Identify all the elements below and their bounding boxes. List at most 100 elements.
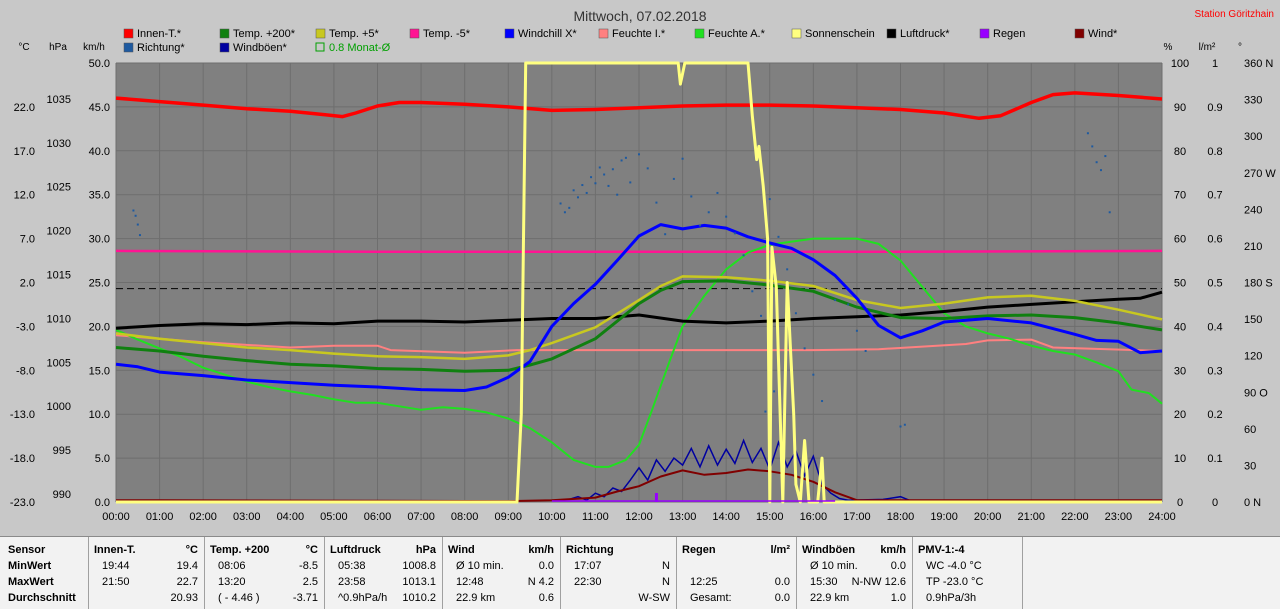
celsius-tick-label: -18.0 xyxy=(10,453,35,465)
stats-cell-value: 1010.2 xyxy=(402,592,436,604)
hpa-tick-label: 1010 xyxy=(47,313,71,325)
stats-cell-time: 12:25 xyxy=(690,576,718,588)
stats-cell-time: 22.9 km xyxy=(456,592,496,604)
series-feuchte_i xyxy=(115,334,1163,354)
direction-point xyxy=(616,193,619,196)
legend-swatch xyxy=(219,42,230,53)
legend-label: Feuchte I.* xyxy=(612,28,666,40)
stats-cell-value: N-NW 12.6 xyxy=(851,576,906,588)
direction-point xyxy=(707,211,710,214)
percent-tick-label: 90 xyxy=(1174,102,1186,114)
lm2-tick-label: 0.5 xyxy=(1207,278,1222,290)
stats-col-unit: km/h xyxy=(528,544,554,556)
celsius-tick-label: 17.0 xyxy=(14,146,35,158)
series-windboeen xyxy=(569,438,1093,502)
percent-tick-label: 30 xyxy=(1174,365,1186,377)
degree-tick-label: 30 xyxy=(1244,460,1256,472)
direction-point xyxy=(563,211,566,214)
legend-label: Innen-T.* xyxy=(137,28,182,40)
row-header-average: Durchschnitt xyxy=(8,592,76,604)
axis-unit-labels: °C hPa km/h % l/m² ° xyxy=(18,42,1242,53)
percent-tick-label: 10 xyxy=(1174,453,1186,465)
direction-point xyxy=(624,156,627,159)
stats-cell-time: 0.9hPa/3h xyxy=(926,592,977,604)
stats-cell-value: N xyxy=(662,576,670,588)
direction-point xyxy=(821,400,824,403)
stats-col-head: Wind xyxy=(448,544,475,556)
stats-cell-value: 0.0 xyxy=(774,576,790,588)
series-layer xyxy=(115,61,1163,504)
stats-cell-time: 22:30 xyxy=(574,576,602,588)
x-tick-label: 24:00 xyxy=(1148,511,1176,523)
stats-row-headers: Sensor MinWert MaxWert Durchschnitt xyxy=(0,537,89,609)
direction-point xyxy=(899,425,902,428)
x-tick-label: 10:00 xyxy=(538,511,566,523)
legend-swatch xyxy=(315,42,325,52)
direction-point xyxy=(903,423,906,426)
legend-label: Windchill X* xyxy=(518,28,577,40)
series-temp200 xyxy=(115,279,1163,373)
stats-col-head: Innen-T. xyxy=(94,544,136,556)
stats-col-head: Richtung xyxy=(566,544,614,556)
direction-point xyxy=(1095,161,1098,164)
celsius-tick-label: -13.0 xyxy=(10,409,35,421)
direction-point xyxy=(638,153,640,156)
kmh-tick-label: 30.0 xyxy=(89,234,110,246)
stats-cell-value: W-SW xyxy=(638,592,670,604)
lm2-tick-label: 0.3 xyxy=(1207,365,1222,377)
lm2-tick-label: 0 xyxy=(1212,497,1218,509)
unit-celsius: °C xyxy=(18,42,29,53)
degree-tick-label: 210 xyxy=(1244,241,1262,253)
legend-label: 0.8 Monat-Ø xyxy=(329,42,391,54)
x-tick-label: 05:00 xyxy=(320,511,348,523)
celsius-tick-label: 12.0 xyxy=(14,190,35,202)
direction-point xyxy=(777,235,780,238)
legend-label: Temp. -5* xyxy=(423,28,471,40)
kmh-tick-label: 0.0 xyxy=(95,497,110,509)
legend-swatch xyxy=(598,28,609,39)
stats-col: Luftdruck hPa 05:38 1008.8 23:58 1013.1 ^0.9hP… xyxy=(324,537,443,609)
direction-point xyxy=(773,390,776,393)
x-tick-label: 02:00 xyxy=(189,511,217,523)
percent-tick-label: 70 xyxy=(1174,190,1186,202)
x-tick-label: 00:00 xyxy=(102,511,130,523)
stats-col: Wind km/h Ø 10 min. 0.0 12:48 N 4.2 22.9 km 0.6 xyxy=(442,537,561,609)
stats-cell-time: 15:30 xyxy=(810,576,838,588)
stats-col-unit: hPa xyxy=(415,544,436,556)
x-tick-label: 19:00 xyxy=(930,511,958,523)
hpa-tick-label: 990 xyxy=(53,489,71,501)
direction-point xyxy=(786,268,789,271)
legend-label: Luftdruck* xyxy=(900,28,950,40)
stats-cell-time: 23:58 xyxy=(338,576,366,588)
legend-label: Wind* xyxy=(1088,28,1118,40)
stats-col: Richtung 17:07 N 22:30 N W-SW xyxy=(560,537,677,609)
direction-point xyxy=(681,157,684,160)
direction-point xyxy=(132,209,135,212)
legend-swatch xyxy=(409,28,420,39)
x-tick-label: 08:00 xyxy=(451,511,479,523)
direction-point xyxy=(603,173,606,176)
stats-col: Windböen km/h Ø 10 min. 0.0 15:30 N-NW 12.6 22… xyxy=(796,537,913,609)
kmh-tick-label: 50.0 xyxy=(89,58,110,70)
series-innen xyxy=(115,91,1163,121)
direction-point xyxy=(572,189,575,192)
unit-degree: ° xyxy=(1238,42,1242,53)
direction-point xyxy=(672,177,675,180)
celsius-tick-label: 22.0 xyxy=(14,102,35,114)
x-tick-label: 14:00 xyxy=(712,511,740,523)
degree-tick-label: 180 S xyxy=(1244,278,1273,290)
degree-tick-label: 150 xyxy=(1244,314,1262,326)
stats-col-head: Temp. +200 xyxy=(210,544,270,556)
direction-point xyxy=(568,206,571,209)
stats-col: Temp. +200 °C 08:06 -8.5 13:20 2.5 ( - 4.46 ) -… xyxy=(204,537,325,609)
unit-hpa: hPa xyxy=(49,42,67,53)
direction-point xyxy=(136,223,139,226)
direction-point xyxy=(1108,211,1111,214)
direction-point xyxy=(1086,132,1089,135)
kmh-tick-label: 10.0 xyxy=(89,409,110,421)
stats-cell-time: 12:48 xyxy=(456,576,484,588)
direction-point xyxy=(629,181,632,184)
stats-col-unit: °C xyxy=(305,544,318,556)
stats-cell-value: 1013.1 xyxy=(402,576,436,588)
legend-swatch xyxy=(694,28,705,39)
